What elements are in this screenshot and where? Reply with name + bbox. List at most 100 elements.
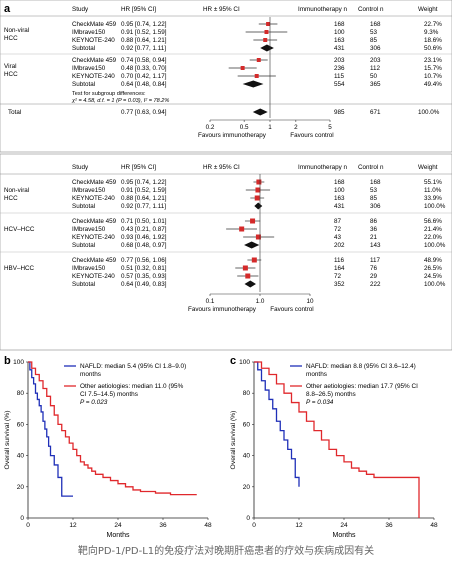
forest2-row-2-2-immuno: 72 [334, 273, 342, 280]
forest2-row-2-1-control: 76 [370, 265, 378, 272]
forest1-row-1-1-immuno: 236 [334, 65, 345, 72]
forest2-row-0-3-immuno: 431 [334, 203, 345, 210]
forest1-header-control: Control n [358, 6, 384, 13]
forest-plot-2: Study HR [95% CI] HR ± 95% CI Immunotherapy… [0, 153, 452, 351]
forest2-row-2-1-hr: 0.51 [0.32, 0.81] [121, 265, 167, 272]
forest2-header-immuno: Immunotherapy n [298, 164, 347, 171]
forest1-total-weight: 100.0% [418, 109, 440, 116]
kmb-legend-other-text: CI 7.5–14.5) months [80, 391, 138, 398]
forest1-row-0-2-study: KEYNOTE-240 [72, 37, 115, 44]
kmc-y-tick-label: 40 [243, 453, 251, 460]
forest2-row-0-0-point [256, 179, 262, 185]
forest2-row-0-1-hr: 0.91 [0.52, 1.59] [121, 187, 167, 194]
kmb-p-value: P = 0.023 [80, 399, 108, 406]
forest2-row-2-3-hr: 0.64 [0.49, 0.83] [121, 281, 167, 288]
forest2-row-2-3-immuno: 352 [334, 281, 345, 288]
forest-plot-1: a Study HR [95% CI] HR ± 95% CI Immunotherap… [0, 0, 452, 153]
forest2-row-0-0-hr: 0.95 [0.74, 1.22] [121, 179, 167, 186]
forest1-group-1-label: HCC [4, 71, 18, 78]
forest1-row-1-1-hr: 0.48 [0.33, 0.70] [121, 65, 167, 72]
forest1-test-line1: Test for subgroup differences: [72, 91, 146, 97]
forest1-row-0-3-diamond [260, 44, 274, 52]
kmc-p-value: P = 0.034 [306, 399, 334, 406]
forest2-row-0-1-control: 53 [370, 187, 378, 194]
forest2-row-0-3-hr: 0.92 [0.77, 1.11] [121, 203, 166, 210]
forest1-tick-label: 1 [268, 124, 272, 131]
kmc-legend-other-text: 8.8–26.5) months [306, 391, 356, 398]
forest1-total-immuno: 985 [334, 109, 345, 116]
kmb-legend-nafld-text: months [80, 371, 101, 378]
forest2-row-1-1-weight: 21.4% [424, 226, 442, 233]
forest1-group-0-label: Non-viral [4, 27, 29, 34]
forest1-tick-label: 0.2 [206, 124, 215, 131]
forest2-row-2-1-immuno: 164 [334, 265, 345, 272]
kmb-series-other-line [28, 361, 197, 496]
forest2-row-1-3-weight: 100.0% [424, 242, 446, 249]
forest2-row-2-0-control: 117 [370, 257, 381, 264]
forest1-row-0-0-point [266, 22, 271, 26]
forest2-row-1-3-diamond [244, 241, 260, 249]
forest2-header-study: Study [72, 164, 89, 171]
forest1-row-1-1-control: 112 [370, 65, 381, 72]
forest1-row-1-0-immuno: 203 [334, 57, 345, 64]
kmc-series-other-line [254, 361, 420, 518]
forest2-row-1-2-weight: 22.0% [424, 234, 442, 241]
forest1-header-immuno: Immunotherapy n [298, 6, 347, 13]
forest2-tick-label: 0.1 [206, 298, 215, 305]
forest1-row-1-3-hr: 0.64 [0.48, 0.84] [121, 81, 167, 88]
forest1-row-1-2-hr: 0.70 [0.42, 1.17] [121, 73, 167, 80]
forest2-tick-label: 10 [306, 298, 314, 305]
forest1-row-1-2-point [254, 74, 259, 78]
kmc-series-nafld-line [254, 361, 300, 487]
forest1-row-1-2-immuno: 115 [334, 73, 345, 80]
forest2-row-1-2-hr: 0.93 [0.46, 1.92] [121, 234, 167, 241]
forest1-tick-label: 2 [294, 124, 298, 131]
forest1-row-0-0-weight: 22.7% [424, 21, 442, 28]
forest1-favours-right: Favours control [290, 132, 333, 139]
forest1-row-1-0-point [256, 58, 261, 62]
kmc-y-tick-label: 20 [243, 484, 251, 491]
forest2-row-0-1-point [255, 187, 261, 193]
kmc-x-tick-label: 48 [430, 522, 438, 529]
forest1-row-0-1-control: 53 [370, 29, 378, 36]
forest2-row-1-3-control: 143 [370, 242, 381, 249]
kmb-y-tick-label: 20 [17, 484, 25, 491]
kmb-x-tick-label: 0 [26, 522, 30, 529]
forest2-row-1-0-study: CheckMate 459 [72, 218, 117, 225]
forest2-row-1-2-control: 21 [370, 234, 378, 241]
kmb-x-tick-label: 36 [159, 522, 167, 529]
kmc-x-tick-label: 36 [385, 522, 393, 529]
forest2-row-0-0-immuno: 168 [334, 179, 345, 186]
kmc-x-label: Months [333, 532, 356, 539]
forest1-row-1-1-weight: 15.7% [424, 65, 442, 72]
kmc-y-tick-label: 80 [243, 390, 251, 397]
forest2-row-1-3-immuno: 202 [334, 242, 345, 249]
forest2-row-1-1-point [239, 226, 245, 232]
forest1-row-0-2-weight: 18.6% [424, 37, 442, 44]
forest2-row-1-2-study: KEYNOTE-240 [72, 234, 115, 241]
forest1-row-1-1-study: IMbrave150 [72, 65, 106, 72]
forest1-row-1-3-diamond [242, 80, 264, 88]
forest1-row-0-1-weight: 9.3% [424, 29, 439, 36]
forest1-row-0-3-weight: 50.6% [424, 45, 442, 52]
forest2-row-2-1-point [242, 265, 248, 271]
forest1-row-1-2-control: 50 [370, 73, 378, 80]
figure-caption: 靶向PD-1/PD-L1的免疫疗法对晚期肝癌患者的疗效与疾病成因有关 [77, 546, 375, 557]
kmb-x-label: Months [107, 532, 130, 539]
forest1-header-weight: Weight [418, 6, 438, 13]
forest2-row-0-2-weight: 33.9% [424, 195, 442, 202]
forest1-row-1-2-weight: 10.7% [424, 73, 442, 80]
forest1-total-hr: 0.77 [0.63, 0.94] [121, 109, 167, 116]
forest1-row-0-0-hr: 0.95 [0.74, 1.22] [121, 21, 167, 28]
forest2-group-2-label: HBV–HCC [4, 265, 35, 272]
forest1-row-1-2-study: KEYNOTE-240 [72, 73, 115, 80]
forest2-row-2-0-study: CheckMate 459 [72, 257, 117, 264]
kmb-x-tick-label: 24 [114, 522, 122, 529]
forest1-total-diamond [252, 108, 268, 116]
kmc-y-tick-label: 100 [239, 359, 250, 366]
forest2-tick-label: 1.0 [256, 298, 265, 305]
kmb-y-tick-label: 0 [20, 515, 24, 522]
forest2-row-2-1-study: IMbrave150 [72, 265, 106, 272]
forest1-row-1-1-point [240, 66, 245, 70]
